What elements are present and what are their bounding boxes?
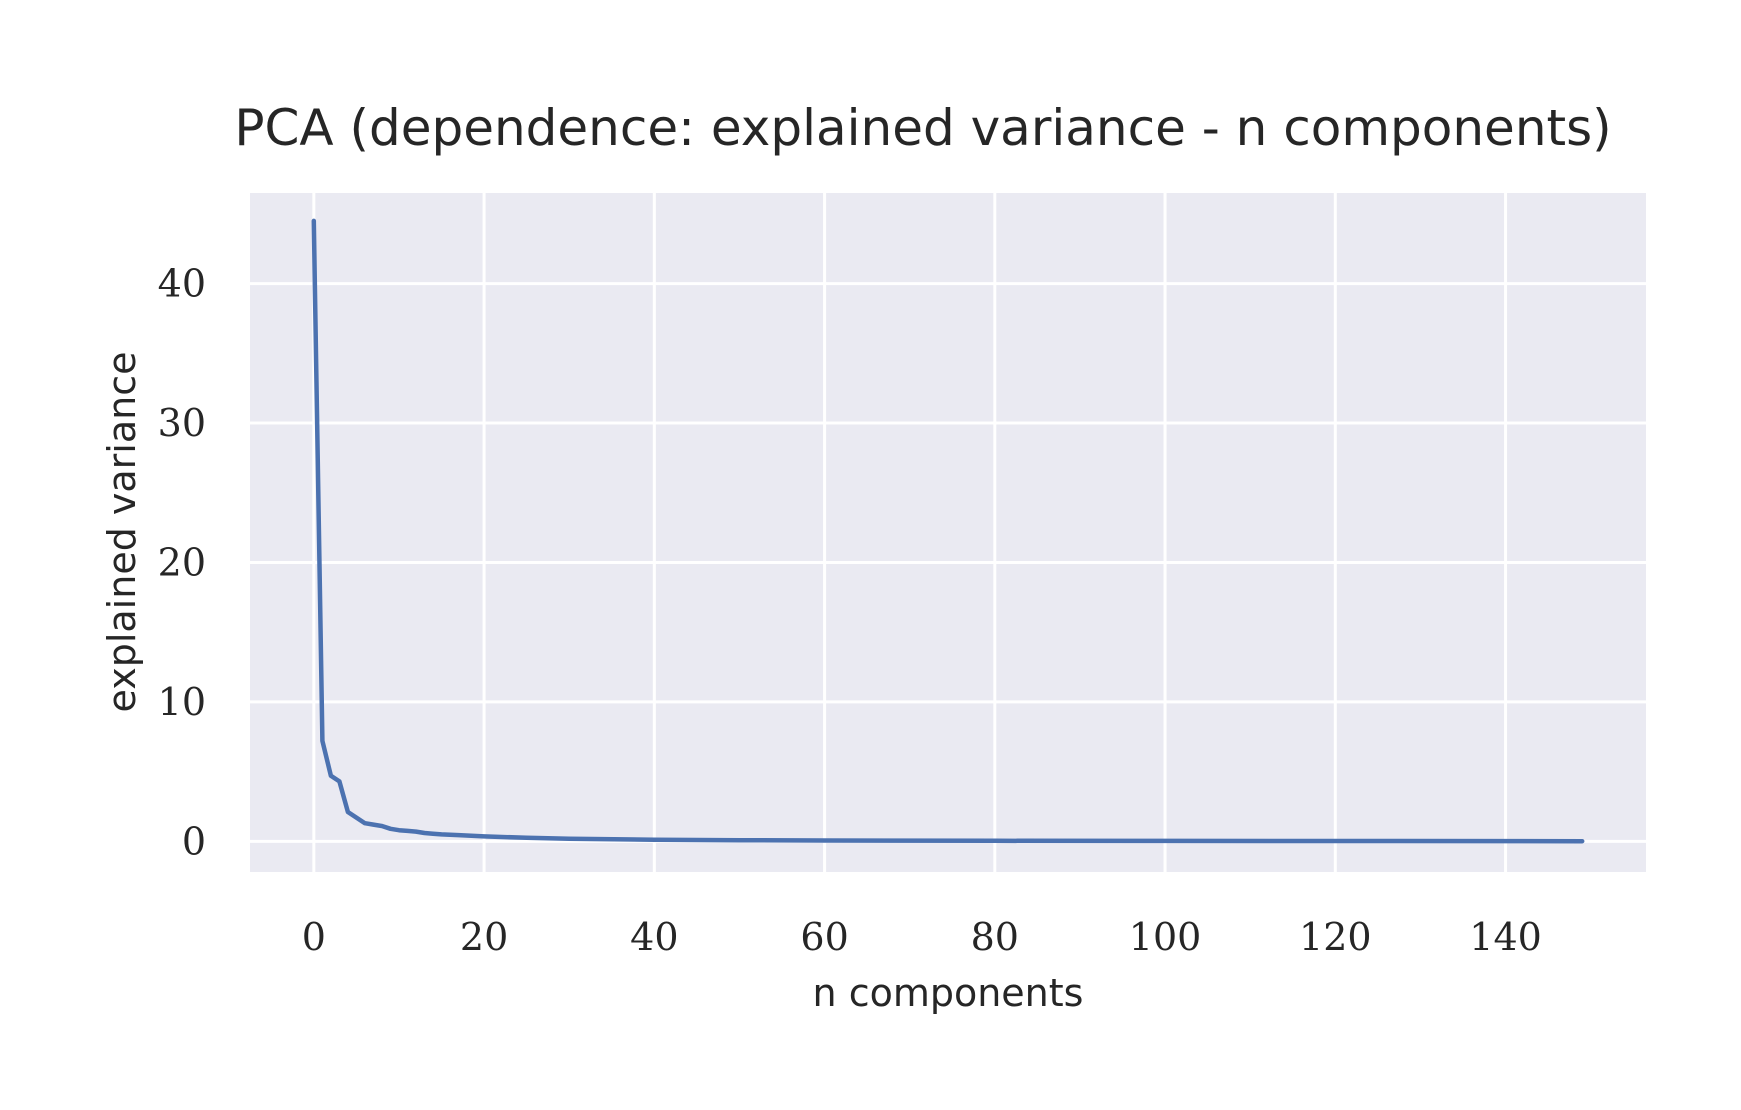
series-layer (311, 218, 1585, 844)
x-tick-labels: 0 20 40 60 80 100 120 140 (302, 915, 1542, 959)
grid (250, 193, 1646, 872)
y-tick-labels: 0 10 20 30 40 (158, 262, 206, 864)
x-tick-label: 120 (1299, 915, 1372, 959)
x-tick-label: 20 (460, 915, 508, 959)
x-tick-label: 100 (1129, 915, 1202, 959)
y-tick-label: 10 (158, 680, 206, 724)
y-tick-label: 20 (158, 540, 206, 584)
y-axis-label: explained variance (100, 352, 144, 713)
chart-title: PCA (dependence: explained variance - n … (234, 99, 1611, 157)
y-tick-label: 30 (158, 401, 206, 445)
plot-area (250, 193, 1646, 872)
x-tick-label: 140 (1469, 915, 1542, 959)
y-tick-label: 40 (158, 262, 206, 306)
x-axis-label: n components (813, 971, 1084, 1015)
series-line (311, 218, 1585, 844)
x-tick-label: 80 (971, 915, 1019, 959)
x-tick-label: 0 (302, 915, 326, 959)
x-tick-label: 60 (800, 915, 848, 959)
x-tick-label: 40 (630, 915, 678, 959)
y-tick-label: 0 (182, 819, 206, 863)
